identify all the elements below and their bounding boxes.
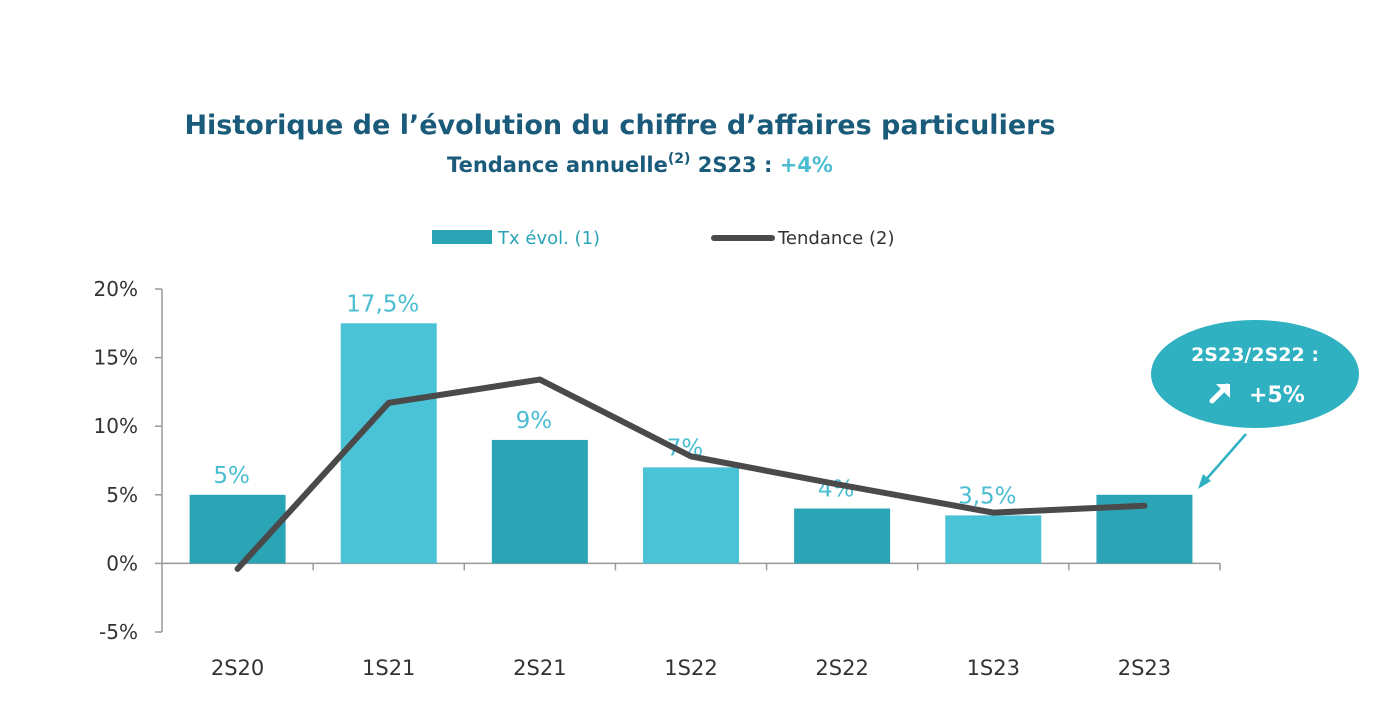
y-tick-label: 10% xyxy=(94,414,138,438)
x-tick-label: 2S21 xyxy=(513,656,566,680)
bar xyxy=(340,323,437,564)
chart-title: Historique de l’évolution du chiffre d’a… xyxy=(184,110,1055,141)
x-tick-label: 1S22 xyxy=(664,656,717,680)
y-ticks: -5% 0% 5% 10% 15% 20% xyxy=(94,277,162,644)
bar-data-label: 9% xyxy=(516,408,553,434)
legend: Tx évol. (1) Tendance (2) xyxy=(432,228,894,249)
y-tick-label: 15% xyxy=(94,346,138,370)
x-tick-label: 1S23 xyxy=(967,656,1020,680)
callout-pointer-arrowhead xyxy=(1198,474,1211,489)
x-tick-label: 1S21 xyxy=(362,656,415,680)
bar-data-labels: 5%17,5%9%7%4% 3,5% xyxy=(213,291,1016,509)
x-ticks: 2S20 1S21 2S21 1S22 2S22 1S23 2S23 xyxy=(211,563,1221,680)
y-axis: -5% 0% 5% 10% 15% 20% xyxy=(94,277,163,644)
x-tick-label: 2S20 xyxy=(211,656,264,680)
callout-bubble xyxy=(1151,320,1359,428)
bar-series xyxy=(189,323,1193,564)
bar xyxy=(491,439,588,564)
trend-line xyxy=(234,376,1148,572)
subtitle-superscript: (2) xyxy=(668,151,691,167)
callout-value: +5% xyxy=(1249,383,1305,408)
legend-label-bars: Tx évol. (1) xyxy=(497,228,600,249)
bar xyxy=(945,515,1042,564)
x-tick-label: 2S22 xyxy=(815,656,868,680)
x-axis: 2S20 1S21 2S21 1S22 2S22 1S23 2S23 xyxy=(162,562,1221,680)
bar xyxy=(794,508,891,564)
callout-pointer-line xyxy=(1202,433,1247,484)
chart-subtitle: Tendance annuelle(2) 2S23 : +4% xyxy=(447,151,833,177)
callout: 2S23/2S22 : +5% xyxy=(1151,320,1359,489)
x-tick-label: 2S23 xyxy=(1118,656,1171,680)
legend-swatch-bars xyxy=(432,230,492,244)
bar-data-label: 5% xyxy=(213,463,250,489)
y-tick-label: 5% xyxy=(106,483,138,507)
bar xyxy=(643,467,739,564)
y-tick-label: 20% xyxy=(94,277,138,301)
subtitle-prefix: Tendance annuelle xyxy=(447,153,668,177)
y-tick-label: -5% xyxy=(99,620,138,644)
arrow-up-right-icon xyxy=(1209,383,1230,404)
callout-label: 2S23/2S22 : xyxy=(1191,344,1319,366)
y-tick-label: 0% xyxy=(106,551,138,575)
bar xyxy=(189,494,286,564)
subtitle-middle: 2S23 : xyxy=(690,153,779,177)
subtitle-value: +4% xyxy=(780,153,833,177)
bar-data-label: 17,5% xyxy=(346,291,419,317)
legend-label-line: Tendance (2) xyxy=(777,228,894,249)
